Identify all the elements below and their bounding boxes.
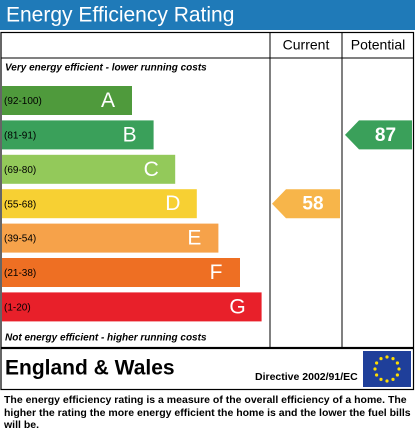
eu-star: [391, 357, 395, 361]
top-note: Very energy efficient - lower running co…: [5, 63, 207, 74]
band-letter: E: [187, 227, 201, 250]
eu-star: [375, 373, 379, 377]
frame: [0, 31, 415, 349]
band-range: (92-100): [4, 96, 42, 107]
band: [2, 258, 240, 287]
band-letter: C: [144, 158, 159, 181]
band: [2, 86, 132, 115]
column-header: Potential: [351, 37, 405, 53]
rating-arrow: [345, 120, 412, 150]
eu-star: [395, 361, 399, 365]
eu-star: [395, 373, 399, 377]
title: Energy Efficiency Rating: [6, 4, 234, 27]
band: [2, 292, 262, 322]
band-range: (69-80): [4, 165, 36, 176]
band-letter: D: [165, 192, 180, 215]
band: [2, 189, 197, 219]
eu-star: [391, 377, 395, 381]
eu-star: [385, 379, 389, 383]
band: [2, 223, 219, 253]
bottom-note: Not energy efficient - higher running co…: [5, 333, 207, 344]
eu-star: [379, 357, 383, 361]
band: [2, 120, 154, 150]
directive: Directive 2002/91/EC: [255, 371, 358, 383]
footer-frame: [0, 347, 415, 391]
band-letter: B: [123, 123, 137, 146]
column-header: Current: [283, 37, 330, 53]
band-letter: F: [210, 261, 223, 284]
title-bar: [0, 0, 415, 30]
band-range: (81-91): [4, 131, 36, 142]
eu-star: [379, 377, 383, 381]
eu-star: [385, 355, 389, 359]
band-range: (21-38): [4, 268, 36, 279]
rating-value: 87: [375, 125, 396, 146]
band-letter: G: [229, 295, 245, 318]
eu-star: [397, 367, 401, 371]
band-range: (39-54): [4, 234, 36, 245]
rating-value: 58: [302, 194, 323, 215]
eu-star: [373, 367, 377, 371]
band-range: (55-68): [4, 199, 36, 210]
band-letter: A: [101, 89, 115, 112]
region: England & Wales: [5, 357, 175, 380]
band: [2, 154, 176, 184]
rating-arrow: [272, 189, 340, 219]
eu-star: [375, 361, 379, 365]
description: The energy efficiency rating is a measur…: [4, 394, 411, 431]
band-range: (1-20): [4, 303, 31, 314]
